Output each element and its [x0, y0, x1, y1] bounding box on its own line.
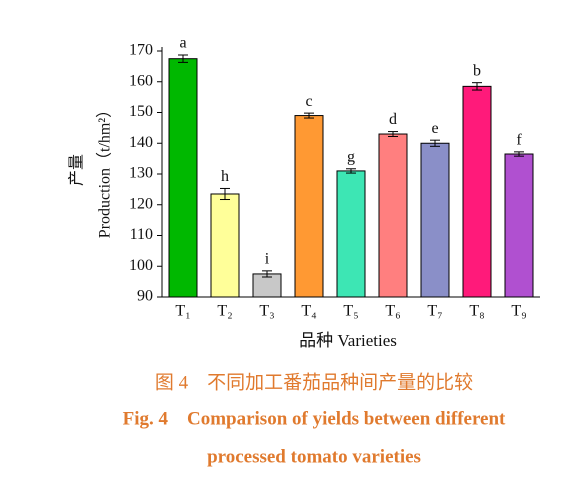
caption-en: Fig. 4 Comparison of yields between diff… — [123, 408, 506, 429]
x-tick-label: T₈ — [469, 303, 484, 320]
bar — [504, 153, 534, 298]
bar — [210, 193, 240, 298]
x-axis-label: 品种 Varieties — [299, 331, 397, 350]
y-tick-label: 90 — [137, 288, 153, 305]
y-tick-label: 160 — [129, 72, 153, 89]
significance-label: c — [305, 93, 312, 110]
y-tick-label: 170 — [129, 42, 153, 59]
y-tick-label: 140 — [129, 134, 153, 151]
significance-label: i — [265, 251, 270, 268]
x-tick-label: T₆ — [385, 303, 400, 320]
y-tick-label: 100 — [129, 257, 153, 274]
x-tick-label: T₅ — [343, 303, 358, 320]
significance-label: a — [179, 35, 186, 52]
y-tick-label: 120 — [129, 195, 153, 212]
x-tick-label: T₉ — [511, 303, 526, 320]
y-tick-label: 150 — [129, 103, 153, 120]
x-tick-label: T₃ — [259, 303, 274, 320]
significance-label: g — [347, 148, 355, 165]
caption-cn: 图 4 不同加工番茄品种间产量的比较 — [155, 371, 473, 393]
bar — [378, 133, 408, 298]
bar — [336, 170, 366, 298]
significance-label: e — [431, 120, 438, 137]
x-tick-label: T₂ — [217, 303, 232, 320]
y-tick-label: 130 — [129, 165, 153, 182]
x-tick-label: T₄ — [301, 303, 317, 320]
bar — [462, 85, 492, 298]
significance-label: b — [473, 62, 481, 79]
y-axis-label: Production（t/hm²） — [96, 102, 114, 238]
significance-label: h — [221, 168, 229, 185]
y-axis-label-cn: 产量 — [68, 154, 86, 186]
significance-label: f — [516, 132, 522, 149]
y-tick-label: 110 — [130, 226, 153, 243]
caption-en: processed tomato varieties — [207, 446, 421, 467]
significance-label: d — [389, 111, 397, 128]
bar — [168, 58, 198, 298]
bar — [294, 115, 324, 298]
x-tick-label: T₇ — [427, 303, 442, 320]
x-tick-label: T₁ — [175, 303, 190, 320]
bar — [420, 142, 450, 298]
